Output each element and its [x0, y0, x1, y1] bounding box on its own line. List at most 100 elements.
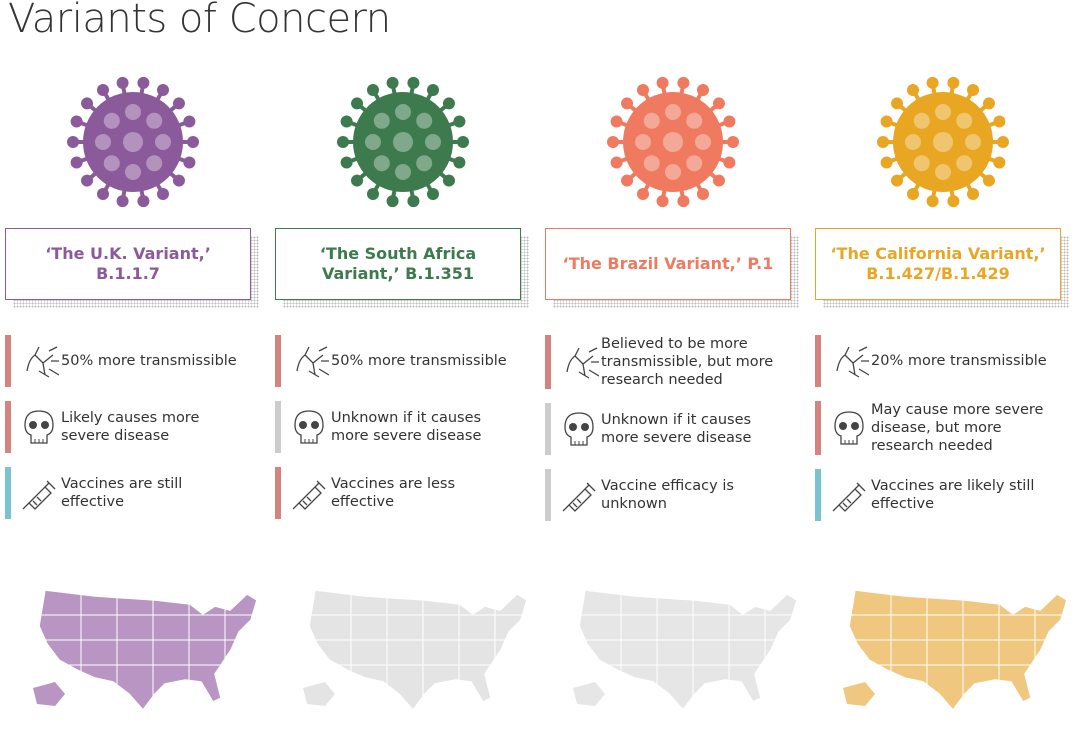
virus-dot	[686, 112, 703, 129]
item-icon	[296, 346, 329, 378]
spike-tip	[351, 97, 364, 110]
spike-tip	[891, 174, 904, 187]
map-outline	[578, 589, 798, 712]
spike-tip	[712, 174, 725, 187]
spike-tip	[427, 84, 439, 97]
virus-dot	[125, 104, 141, 120]
variant-name: ‘The California Variant,’ B.1.427/B.1.42…	[815, 228, 1061, 300]
spike-tip	[97, 187, 109, 200]
status-bar	[275, 467, 281, 519]
item-icon	[834, 411, 864, 445]
spike-tip	[453, 115, 466, 128]
item-icon	[24, 410, 54, 444]
item-text: Likely causes more severe disease	[61, 410, 200, 444]
item: Vaccines are less effective	[275, 467, 525, 519]
items: Believed to be more transmissible, but m…	[545, 335, 795, 521]
item-icon	[26, 346, 59, 378]
items: 50% more transmissible Unknown if it caus…	[275, 335, 525, 519]
virus-dot	[395, 104, 411, 120]
item-text: Unknown if it causes more severe disease	[601, 412, 752, 446]
spike-tip	[637, 187, 649, 200]
item-text: 50% more transmissible	[61, 353, 237, 369]
item: 20% more transmissible	[815, 335, 1065, 387]
spike-tip	[677, 195, 690, 208]
map-outline	[848, 589, 1068, 712]
item: 50% more transmissible	[275, 335, 525, 387]
spike-tip	[183, 115, 196, 128]
us-map	[573, 589, 798, 712]
virus-dot	[686, 155, 703, 172]
spike-tip	[880, 115, 893, 128]
item-icon	[22, 480, 56, 510]
item: Unknown if it causes more severe disease	[275, 401, 525, 453]
item-text: May cause more severe disease, but more …	[871, 402, 1044, 454]
virus-dot	[643, 155, 660, 172]
virus-dot	[123, 132, 143, 152]
spike-tip	[891, 97, 904, 110]
spike-tip	[926, 195, 939, 208]
spike-tip	[712, 97, 725, 110]
virus-dot	[95, 134, 111, 150]
variant-name: ‘The U.K. Variant,’ B.1.1.7	[5, 228, 251, 300]
virus-dot	[103, 155, 120, 172]
spike-tip	[386, 76, 399, 89]
virus-dot	[905, 134, 921, 150]
spike-tip	[457, 136, 469, 148]
status-bar	[275, 401, 281, 453]
variant-column: ‘The South Africa Variant,’ B.1.351 50% m…	[275, 0, 529, 751]
status-bar	[545, 403, 551, 455]
variant-column: ‘The Brazil Variant,’ P.1 Believed to be …	[545, 0, 799, 751]
spike-tip	[723, 156, 736, 169]
spike-tip	[607, 136, 619, 148]
spike-tip	[877, 136, 889, 148]
variant-column: ‘The U.K. Variant,’ B.1.1.7 50% more tran…	[5, 0, 259, 751]
virus-dot	[395, 164, 411, 180]
virus-dot	[913, 155, 930, 172]
spike-tip	[116, 76, 129, 89]
spike-tip	[621, 174, 634, 187]
virus-dot	[416, 155, 433, 172]
virus-dot	[665, 164, 681, 180]
virus-dot	[155, 134, 171, 150]
status-bar	[545, 335, 551, 389]
spike-tip	[337, 136, 349, 148]
item-icon	[566, 347, 599, 379]
virus-icon	[337, 76, 469, 208]
virus-dot	[365, 134, 381, 150]
spike-tip	[137, 76, 150, 89]
virus-dot	[103, 112, 120, 129]
spike-tip	[610, 156, 623, 169]
alaska	[843, 682, 875, 706]
item-text: 20% more transmissible	[871, 353, 1047, 369]
virus-dot	[146, 155, 163, 172]
virus-dot	[933, 132, 953, 152]
status-bar	[815, 401, 821, 455]
spike-tip	[697, 187, 709, 200]
item-text: Believed to be more transmissible, but m…	[601, 336, 774, 388]
us-map	[843, 589, 1068, 712]
spike-tip	[677, 76, 690, 89]
virus-dot	[965, 134, 981, 150]
spike-tip	[621, 97, 634, 110]
spike-tip	[727, 136, 739, 148]
spike-tip	[116, 195, 129, 208]
status-bar	[815, 335, 821, 387]
virus-icon	[67, 76, 199, 208]
item-text: Vaccines are less effective	[331, 476, 456, 510]
virus-icon	[877, 76, 1009, 208]
spike-tip	[386, 195, 399, 208]
item: Vaccine efficacy is unknown	[545, 469, 795, 521]
spike-tip	[340, 115, 353, 128]
spike-tip	[723, 115, 736, 128]
item: Unknown if it causes more severe disease	[545, 403, 795, 455]
spike-tip	[442, 174, 455, 187]
virus-dot	[643, 112, 660, 129]
status-bar	[275, 335, 281, 387]
spike-tip	[137, 195, 150, 208]
item-icon	[836, 346, 869, 378]
virus-body	[623, 92, 723, 192]
spike-tip	[656, 76, 669, 89]
virus-dot	[663, 132, 683, 152]
item: Vaccines are likely still effective	[815, 469, 1065, 521]
